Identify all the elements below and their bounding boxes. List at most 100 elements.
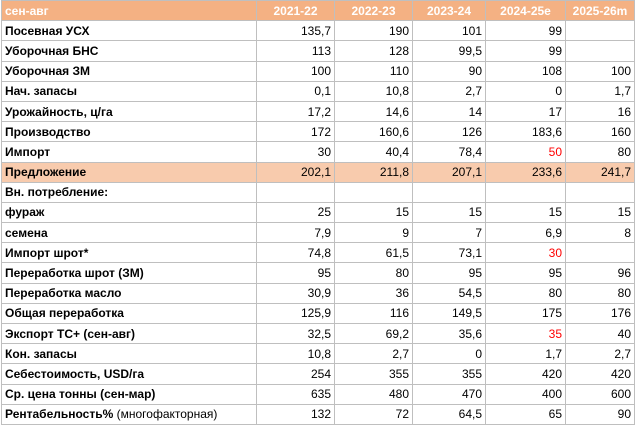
value-cell[interactable]: 74,8	[256, 242, 335, 264]
value-cell[interactable]: 15	[565, 201, 635, 224]
value-cell[interactable]: 17	[485, 100, 566, 123]
value-cell[interactable]: 211,8	[334, 161, 413, 183]
value-cell[interactable]: 30	[256, 141, 335, 163]
value-cell-red[interactable]: 35	[485, 322, 566, 345]
value-cell[interactable]: 80	[565, 282, 635, 304]
value-cell[interactable]: 90	[412, 60, 486, 82]
value-cell[interactable]: 207,1	[412, 161, 486, 183]
value-cell[interactable]: 125,9	[256, 302, 335, 325]
value-cell[interactable]: 95	[412, 262, 486, 284]
value-cell[interactable]: 40	[565, 322, 635, 345]
value-cell[interactable]: 15	[412, 201, 486, 224]
value-cell[interactable]: 80	[334, 262, 413, 284]
value-cell[interactable]: 40,4	[334, 141, 413, 163]
value-cell[interactable]: 36	[334, 282, 413, 304]
value-cell[interactable]: 1,7	[485, 343, 566, 365]
row-label-cell[interactable]: семена	[1, 222, 257, 244]
value-cell[interactable]: 6,9	[485, 222, 566, 244]
value-cell[interactable]: 110	[334, 60, 413, 82]
row-label-cell[interactable]: Импорт	[1, 141, 257, 163]
value-cell[interactable]	[565, 181, 635, 203]
value-cell[interactable]	[412, 181, 486, 203]
value-cell[interactable]: 80	[485, 282, 566, 304]
row-label-cell[interactable]: Нач. запасы	[1, 80, 257, 102]
value-cell[interactable]: 470	[412, 383, 486, 405]
row-label-cell[interactable]: Импорт шрот*	[1, 242, 257, 264]
value-cell[interactable]: 116	[334, 302, 413, 325]
row-label-cell[interactable]: Вн. потребление:	[1, 181, 257, 203]
header-year-cell[interactable]: 2024-25e	[485, 0, 566, 22]
value-cell[interactable]: 190	[334, 20, 413, 42]
value-cell[interactable]: 7,9	[256, 222, 335, 244]
value-cell[interactable]: 15	[485, 201, 566, 224]
row-label-cell[interactable]: Кон. запасы	[1, 343, 257, 365]
row-label-cell[interactable]: Предложение	[1, 161, 257, 183]
value-cell[interactable]	[485, 181, 566, 203]
value-cell[interactable]: 2,7	[565, 343, 635, 365]
value-cell[interactable]: 176	[565, 302, 635, 325]
row-label-cell[interactable]: Рентабельность% (многофакторная)	[1, 403, 257, 425]
row-label-cell[interactable]: Себестоимость, USD/га	[1, 363, 257, 385]
value-cell[interactable]: 35,6	[412, 322, 486, 345]
row-label-cell[interactable]: фураж	[1, 201, 257, 224]
value-cell[interactable]: 480	[334, 383, 413, 405]
value-cell[interactable]: 99	[485, 40, 566, 62]
value-cell[interactable]: 100	[565, 60, 635, 82]
value-cell-red[interactable]: 50	[485, 141, 566, 163]
value-cell[interactable]: 175	[485, 302, 566, 325]
value-cell[interactable]: 233,6	[485, 161, 566, 183]
value-cell[interactable]: 14	[412, 100, 486, 123]
row-label-cell[interactable]: Урожайность, ц/га	[1, 100, 257, 123]
value-cell[interactable]: 14,6	[334, 100, 413, 123]
value-cell[interactable]: 32,5	[256, 322, 335, 345]
value-cell[interactable]: 73,1	[412, 242, 486, 264]
value-cell[interactable]: 132	[256, 403, 335, 425]
value-cell[interactable]: 64,5	[412, 403, 486, 425]
value-cell[interactable]: 10,8	[256, 343, 335, 365]
value-cell[interactable]: 0,1	[256, 80, 335, 102]
value-cell[interactable]: 0	[412, 343, 486, 365]
value-cell[interactable]: 61,5	[334, 242, 413, 264]
value-cell[interactable]: 25	[256, 201, 335, 224]
value-cell[interactable]: 241,7	[565, 161, 635, 183]
row-label-cell[interactable]: Производство	[1, 121, 257, 143]
value-cell[interactable]: 72	[334, 403, 413, 425]
value-cell[interactable]: 355	[412, 363, 486, 385]
header-year-cell[interactable]: 2023-24	[412, 0, 486, 22]
value-cell[interactable]: 54,5	[412, 282, 486, 304]
value-cell[interactable]: 135,7	[256, 20, 335, 42]
value-cell[interactable]	[334, 181, 413, 203]
value-cell[interactable]: 128	[334, 40, 413, 62]
value-cell[interactable]: 172	[256, 121, 335, 143]
value-cell[interactable]: 420	[485, 363, 566, 385]
value-cell[interactable]: 78,4	[412, 141, 486, 163]
value-cell[interactable]: 65	[485, 403, 566, 425]
value-cell[interactable]	[565, 20, 635, 42]
value-cell[interactable]: 0	[485, 80, 566, 102]
value-cell[interactable]: 7	[412, 222, 486, 244]
value-cell[interactable]: 160,6	[334, 121, 413, 143]
value-cell[interactable]: 69,2	[334, 322, 413, 345]
value-cell[interactable]: 108	[485, 60, 566, 82]
value-cell[interactable]: 635	[256, 383, 335, 405]
value-cell[interactable]: 254	[256, 363, 335, 385]
header-label-cell[interactable]: сен-авг	[1, 0, 257, 22]
row-label-cell[interactable]: Переработка шрот (ЗМ)	[1, 262, 257, 284]
value-cell[interactable]: 8	[565, 222, 635, 244]
header-year-cell[interactable]: 2022-23	[334, 0, 413, 22]
value-cell[interactable]: 96	[565, 262, 635, 284]
header-year-cell[interactable]: 2021-22	[256, 0, 335, 22]
value-cell[interactable]: 126	[412, 121, 486, 143]
row-label-cell[interactable]: Ср. цена тонны (сен-мар)	[1, 383, 257, 405]
value-cell[interactable]: 160	[565, 121, 635, 143]
row-label-cell[interactable]: Общая переработка	[1, 302, 257, 325]
value-cell[interactable]: 149,5	[412, 302, 486, 325]
row-label-cell[interactable]: Переработка масло	[1, 282, 257, 304]
value-cell[interactable]: 1,7	[565, 80, 635, 102]
value-cell[interactable]: 15	[334, 201, 413, 224]
value-cell[interactable]: 80	[565, 141, 635, 163]
value-cell[interactable]: 100	[256, 60, 335, 82]
value-cell[interactable]: 202,1	[256, 161, 335, 183]
value-cell[interactable]: 101	[412, 20, 486, 42]
value-cell[interactable]: 90	[565, 403, 635, 425]
